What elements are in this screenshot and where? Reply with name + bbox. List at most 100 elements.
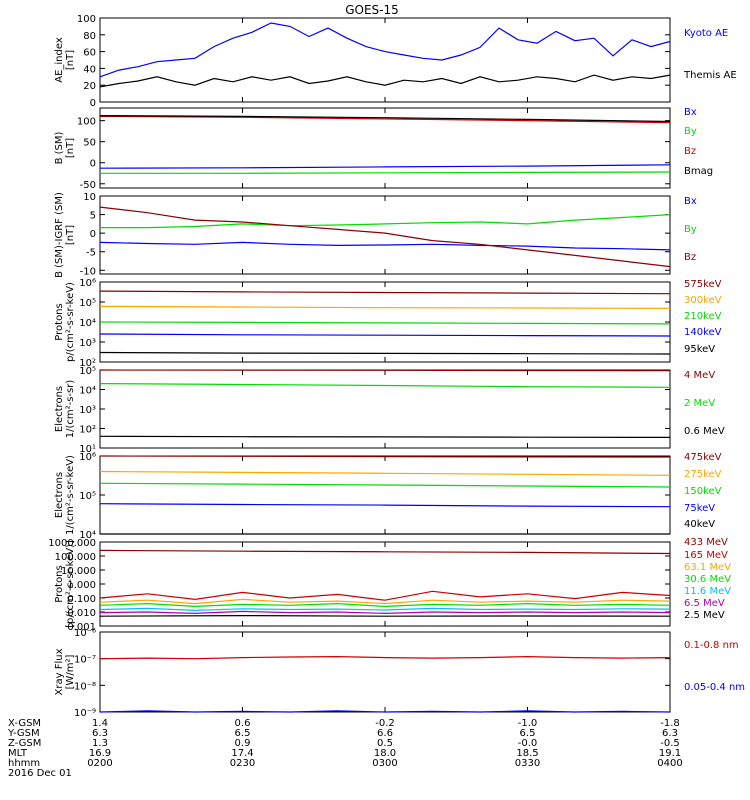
legend-label: 0.05-0.4 nm	[684, 682, 745, 693]
legend-label: Bx	[684, 107, 697, 118]
legend-label: 11.6 MeV	[684, 586, 731, 597]
panel-frame	[99, 195, 671, 275]
series-line-575kev	[99, 290, 671, 295]
legend-label: Bmag	[684, 166, 713, 177]
x-axis-value: 0.5	[377, 738, 393, 749]
legend-label: 2.5 MeV	[684, 610, 725, 621]
x-axis-value: 1.4	[92, 718, 108, 729]
y-tick-label: -50	[80, 180, 96, 191]
series-line-by	[100, 171, 671, 174]
y-tick-label: 10⁵	[79, 491, 96, 502]
series-line-300kev	[99, 305, 671, 309]
y-tick-label: 10⁵	[79, 366, 96, 377]
legend-label: 40keV	[684, 519, 715, 530]
y-tick-label: 10⁻⁸	[74, 681, 96, 692]
y-tick-label: 10²	[79, 425, 96, 436]
y-tick-label: 10.000	[61, 566, 96, 577]
x-axis-row-label: hhmm	[8, 758, 40, 769]
y-axis-label: Protons[p/(cm²-s-sr-keV)]	[54, 540, 76, 628]
panel-b_igrf: -10 -5 0 5 10 B (SM)-IGRF (SM)[nT] Bx By Bz	[54, 192, 697, 278]
legend-label: 165 MeV	[684, 550, 728, 561]
legend-label: By	[684, 126, 697, 137]
legend-label: Bz	[684, 146, 696, 157]
y-axis-label: Electrons1/(cm²-s-sr-keV)	[54, 455, 76, 535]
x-axis-value: 6.3	[662, 728, 678, 739]
series-line-2-5-mev	[99, 614, 671, 617]
y-tick-label: 100	[77, 117, 96, 128]
series-line-bx	[99, 164, 671, 169]
series-line-2-mev	[99, 383, 671, 388]
legend-label: 0.6 MeV	[684, 426, 725, 437]
series-line-bz	[99, 115, 671, 124]
series-line-210kev	[99, 321, 671, 325]
x-axis-value: 17.4	[231, 748, 253, 759]
series-line-6-5-mev	[99, 610, 671, 615]
y-axis-label: AE_index[nT]	[54, 37, 76, 83]
series-line-kyoto-ae	[99, 22, 671, 78]
panel-xray: 10⁻⁹ 10⁻⁸ 10⁻⁷ 10⁻⁶ Xray Flux[W/m²] 0.1-0.8 n…	[54, 628, 745, 719]
legend-label: 150keV	[684, 486, 722, 497]
series-line-11-6-mev	[99, 607, 671, 612]
legend-label: 300keV	[684, 295, 722, 306]
x-axis-value: -0.2	[375, 718, 395, 729]
series-line-475kev	[99, 455, 671, 458]
y-tick-label: 0	[90, 98, 96, 109]
legend-label: 63.1 MeV	[684, 562, 731, 573]
legend-label: 2 MeV	[684, 398, 715, 409]
y-axis-label: Protonsp/(cm²-s-sr-keV)	[54, 282, 76, 362]
legend-label: 210keV	[684, 311, 722, 322]
y-tick-label: 0.010	[67, 608, 96, 619]
x-axis-value: 0300	[372, 758, 397, 769]
x-axis-date: 2016 Dec 01	[8, 768, 72, 779]
y-tick-label: 10¹	[79, 444, 96, 455]
legend-label: 0.1-0.8 nm	[684, 640, 739, 651]
x-axis-row-label: Y-GSM	[7, 728, 40, 739]
x-axis-value: 0400	[657, 758, 682, 769]
y-tick-label: 5	[90, 211, 96, 222]
x-axis-value: 18.5	[516, 748, 538, 759]
x-axis-row-label: MLT	[8, 748, 28, 759]
y-tick-label: 80	[83, 31, 96, 42]
panel-ae: 0 20 40 60 80 100 AE_index[nT] Kyoto AE Themis A…	[54, 14, 737, 109]
y-tick-label: 10⁴	[79, 530, 96, 541]
legend-label: Kyoto AE	[684, 28, 728, 39]
series-line-433-mev	[99, 549, 671, 555]
panel-frame	[99, 631, 671, 713]
series-line-bmag	[99, 115, 671, 123]
y-tick-label: 10⁻⁶	[74, 628, 96, 639]
x-axis-value: 16.9	[89, 748, 111, 759]
legend-label: 6.5 MeV	[684, 598, 725, 609]
panel-frame	[99, 17, 671, 103]
series-line-150kev	[99, 482, 671, 488]
y-tick-label: 0.001	[67, 622, 96, 633]
legend-label: 30.6 MeV	[684, 574, 731, 585]
x-axis-value: 6.5	[235, 728, 251, 739]
y-tick-label: 100.000	[55, 552, 96, 563]
x-axis-value: -0.5	[660, 738, 680, 749]
y-tick-label: 10⁻⁷	[74, 655, 96, 666]
series-line-4-mev	[99, 369, 671, 372]
y-tick-label: 10⁵	[79, 298, 96, 309]
x-axis-value: 6.5	[520, 728, 536, 739]
legend-label: By	[684, 224, 697, 235]
legend-label: Bx	[684, 196, 697, 207]
x-axis-value: 19.1	[659, 748, 681, 759]
series-line-63-1-mev	[99, 598, 671, 605]
panel-frame	[99, 455, 671, 535]
x-axis-row-label: Z-GSM	[8, 738, 41, 749]
x-axis-value: 1.3	[92, 738, 108, 749]
x-axis-value: 0200	[87, 758, 112, 769]
x-axis-value: -0.0	[518, 738, 538, 749]
legend-label: 140keV	[684, 327, 722, 338]
y-tick-label: 10⁴	[79, 386, 96, 397]
x-axis-value: 18.0	[374, 748, 396, 759]
series-line-by	[100, 214, 671, 229]
series-line-140kev	[99, 333, 671, 337]
legend-label: 475keV	[684, 452, 722, 463]
x-axis-row-label: X-GSM	[8, 718, 41, 729]
y-axis-label: B (SM)-IGRF (SM)[nT]	[54, 192, 76, 278]
